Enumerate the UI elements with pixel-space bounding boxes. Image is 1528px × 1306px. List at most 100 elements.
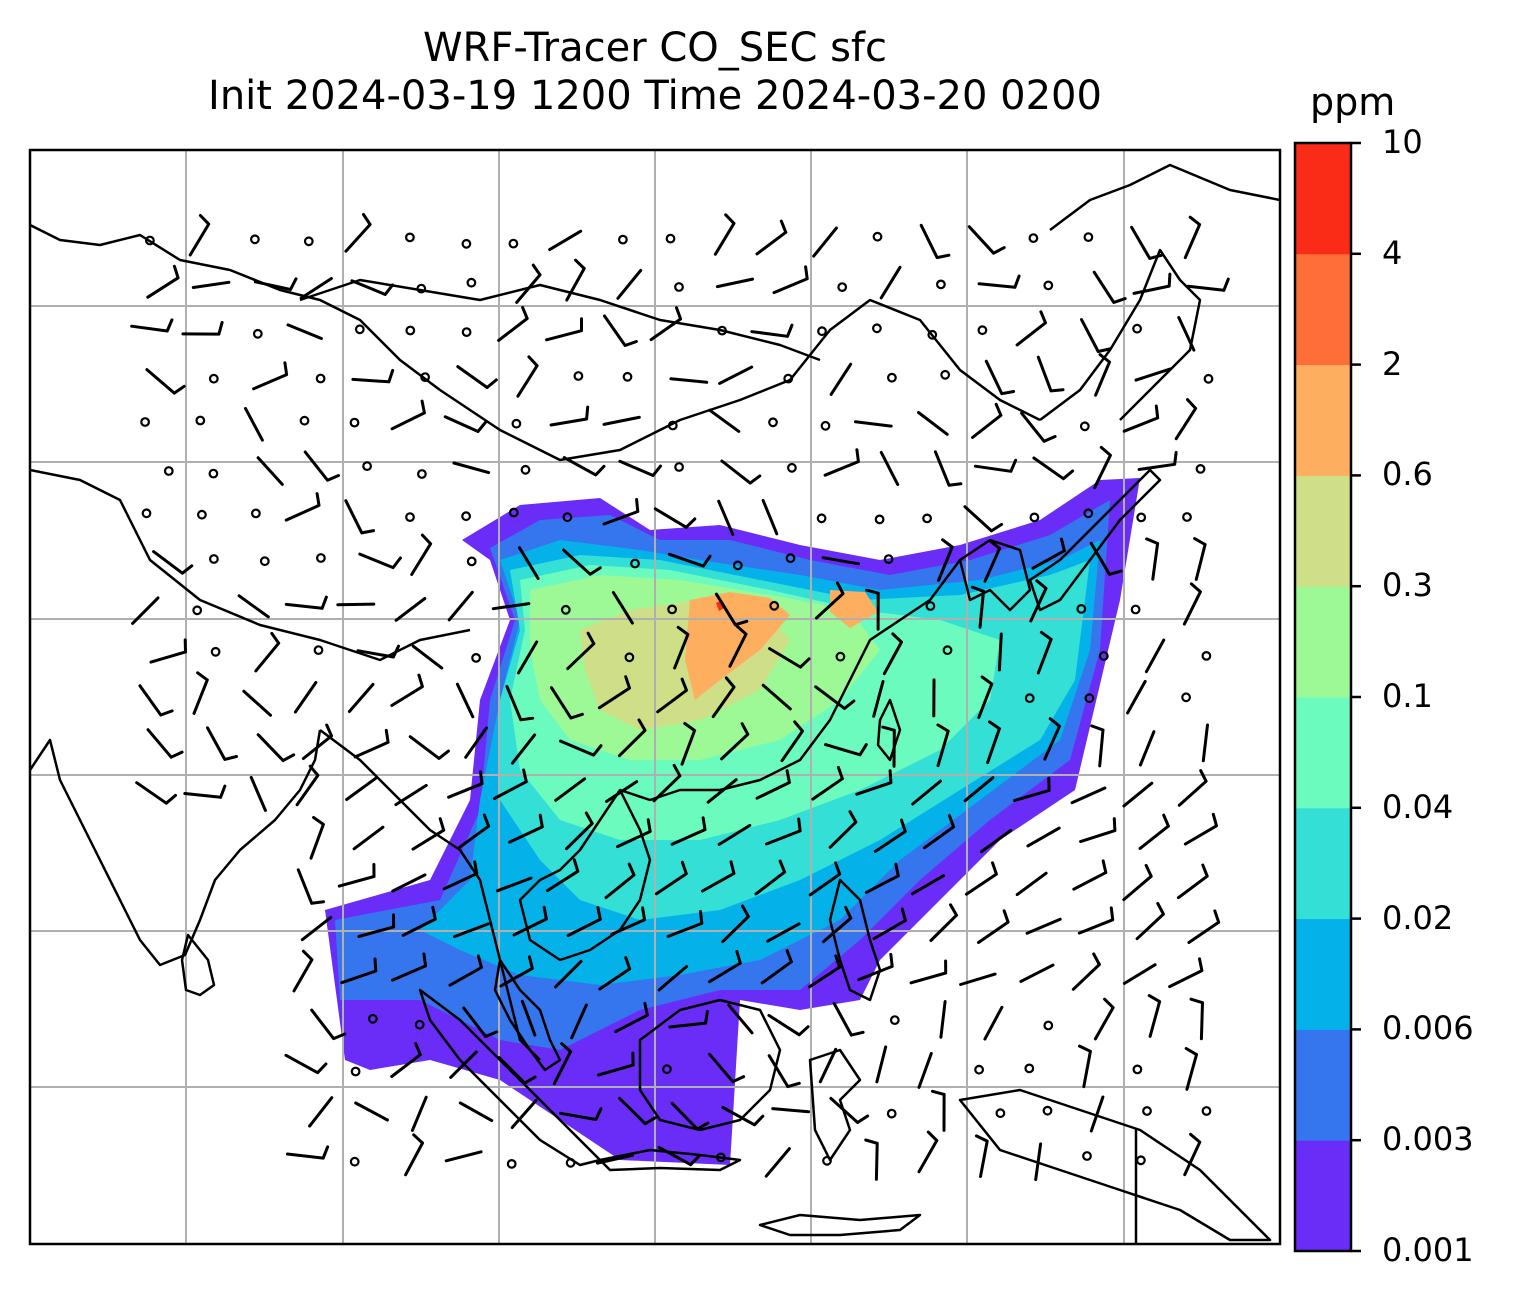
calm-wind-circle [768, 417, 778, 428]
wind-barb [1137, 450, 1178, 471]
wind-barb [808, 861, 842, 897]
wind-barb [701, 860, 736, 893]
wind-barb [959, 972, 997, 986]
wind-barb [284, 492, 321, 522]
wind-barb [309, 816, 325, 860]
calm-wind-circle [315, 373, 326, 384]
wind-barb [256, 456, 284, 486]
wind-barb [864, 862, 900, 894]
wind-barb [1026, 826, 1061, 848]
wind-barb [449, 1050, 478, 1079]
wind-barb [296, 868, 326, 905]
colorbar-segment [1295, 586, 1351, 698]
wind-barb [917, 1052, 933, 1089]
wind-barb [443, 415, 488, 433]
wind-barb [1034, 1142, 1043, 1182]
calm-wind-circle [466, 556, 477, 567]
wind-barb [602, 415, 641, 426]
coastlines [30, 163, 1280, 1244]
wind-barb [829, 1096, 870, 1124]
wind-barb [456, 365, 498, 389]
wind-barb [929, 903, 958, 942]
wind-barb [1070, 786, 1107, 805]
calm-wind-circle [1130, 604, 1141, 615]
wind-barb [616, 268, 643, 300]
wind-barb [653, 507, 697, 529]
wind-barb [765, 817, 802, 846]
wind-barb [391, 873, 427, 893]
wind-barb [657, 965, 689, 992]
wind-barb [875, 1045, 888, 1084]
calm-wind-circle [250, 508, 261, 519]
wind-barb [750, 323, 794, 338]
wind-barb [458, 813, 491, 849]
colorbar-segment [1295, 1140, 1351, 1252]
wind-barb [517, 640, 539, 675]
colorbar-tick-label: 0.3 [1382, 566, 1433, 605]
wind-barb [767, 1013, 810, 1037]
wind-barb [545, 858, 580, 893]
wind-barb [881, 725, 896, 768]
wind-barb [408, 735, 450, 760]
wind-barb [656, 677, 688, 714]
wind-barb [708, 1052, 746, 1084]
wind-barb [812, 226, 838, 258]
wind-barb [595, 1153, 635, 1165]
wind-barb [344, 213, 372, 253]
wind-barb [1189, 997, 1204, 1041]
wind-barb [566, 631, 596, 671]
wind-barb [505, 685, 535, 722]
wind-barb [1122, 863, 1153, 902]
wind-barb [559, 1107, 603, 1121]
calm-wind-circle [667, 420, 678, 431]
wind-barb [394, 783, 428, 807]
wind-barb [1145, 537, 1160, 581]
wind-barb [780, 720, 804, 763]
wind-barb [857, 952, 894, 982]
wind-barb [565, 258, 586, 302]
wind-barb [308, 1096, 334, 1128]
wind-barb [706, 778, 738, 804]
wind-barb [1015, 310, 1047, 347]
calm-wind-circle [787, 462, 797, 473]
wind-barb [669, 377, 709, 384]
calm-wind-circle [414, 1019, 425, 1030]
wind-barb [295, 764, 320, 807]
chart-title: WRF-Tracer CO_SEC sfc Init 2024-03-19 12… [30, 24, 1280, 120]
wind-barb [550, 686, 584, 720]
wind-barb [652, 763, 682, 803]
wind-barb [761, 498, 779, 536]
calm-wind-circle [349, 417, 360, 428]
wind-barb [562, 548, 602, 576]
wind-barb [1183, 812, 1218, 846]
wind-barb [963, 776, 995, 803]
calm-wind-circle [887, 372, 897, 383]
wind-barb [829, 362, 853, 396]
calm-wind-circle [974, 1064, 984, 1075]
wind-barb [455, 682, 475, 719]
calm-wind-circle [1083, 232, 1094, 243]
colorbar-tick-label: 4 [1382, 233, 1403, 272]
wind-barb [497, 305, 529, 342]
title-line-2: Init 2024-03-19 1200 Time 2024-03-20 020… [208, 73, 1102, 119]
indochina [518, 788, 652, 962]
wind-barb [611, 591, 634, 625]
wind-barb [237, 594, 270, 619]
wind-barb [761, 683, 792, 711]
calm-wind-circle [977, 325, 988, 336]
colorbar-segment [1295, 1029, 1351, 1141]
calm-wind-circle [1043, 280, 1054, 291]
wind-barb [254, 631, 281, 673]
calm-wind-circle [508, 238, 519, 249]
calm-wind-circle [1042, 1105, 1053, 1116]
wind-barb [917, 411, 949, 436]
calm-wind-circle [1098, 651, 1109, 661]
wind-barb [603, 314, 638, 347]
calm-wind-circle [163, 466, 174, 476]
wind-barb [1036, 630, 1053, 675]
new-guinea [958, 1088, 1272, 1242]
wind-barb [909, 959, 948, 985]
field-level-06 [685, 590, 878, 700]
wind-barb [717, 499, 735, 536]
wind-barb [997, 632, 1003, 672]
